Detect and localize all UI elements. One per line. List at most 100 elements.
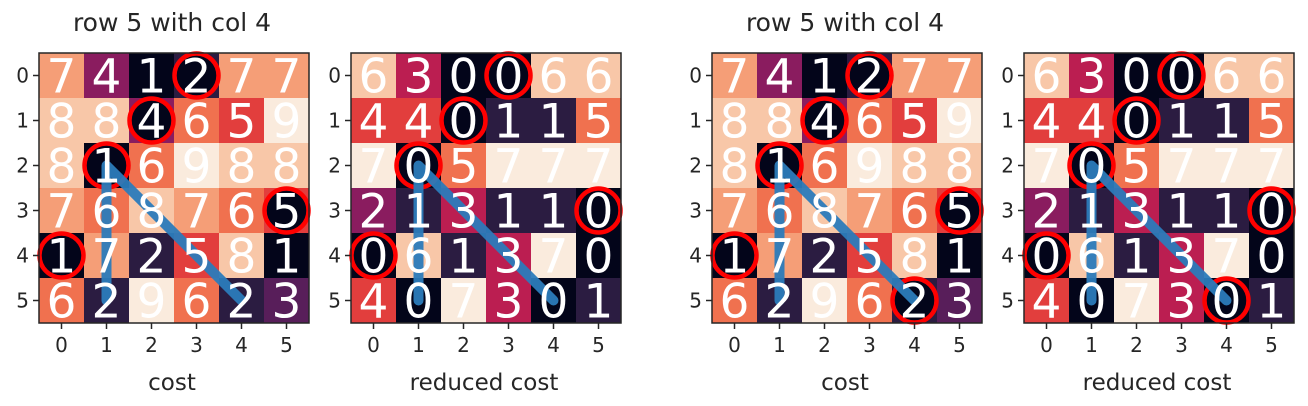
x-tick-label: 5 bbox=[1265, 333, 1278, 357]
assignment-path-line bbox=[413, 160, 559, 306]
y-tick-label: 5 bbox=[689, 289, 702, 313]
y-tick-label: 1 bbox=[16, 109, 29, 133]
cell-value-label: 1 bbox=[1122, 230, 1152, 285]
x-tick-label: 3 bbox=[1175, 333, 1188, 357]
heatmap-cell bbox=[1204, 98, 1249, 143]
heatmap-cell bbox=[937, 53, 982, 98]
heatmap-cell bbox=[1024, 53, 1069, 98]
cell-value-label: 9 bbox=[137, 275, 167, 330]
cell-value-label: 5 bbox=[182, 230, 212, 285]
heatmap-panel-3: 6 3 0 0 6 64 4 0 1 1 57 0 5 7 7 72 1 3 1 1 00 6 1 3 7 04 0 7 3 0 10123… bbox=[1001, 50, 1296, 357]
cell-value-label: 8 bbox=[227, 140, 257, 195]
heatmap-cell bbox=[712, 188, 757, 233]
y-tick-label: 5 bbox=[16, 289, 29, 313]
heatmap-cell bbox=[1114, 143, 1159, 188]
cell-value-label: 2 bbox=[1032, 185, 1062, 240]
x-tick-label: 5 bbox=[592, 333, 605, 357]
assignment-path-line bbox=[101, 160, 247, 306]
cell-value-label: 7 bbox=[539, 140, 569, 195]
heatmap-cell bbox=[1024, 278, 1069, 323]
selection-circle bbox=[439, 96, 488, 145]
x-tick-label: 0 bbox=[367, 333, 380, 357]
cell-value-label: 4 bbox=[765, 50, 795, 105]
cell-value-label: 7 bbox=[539, 230, 569, 285]
cell-value-label: 7 bbox=[47, 50, 77, 105]
heatmap-cell bbox=[892, 188, 937, 233]
cell-value-label: 7 bbox=[1032, 140, 1062, 195]
y-tick-label: 3 bbox=[689, 199, 702, 223]
axes-frame bbox=[350, 52, 622, 324]
heatmap-cell bbox=[712, 278, 757, 323]
cell-value-label: 8 bbox=[900, 230, 930, 285]
cell-value-label: 3 bbox=[494, 275, 524, 330]
heatmap-cell bbox=[847, 278, 892, 323]
heatmap-cell bbox=[486, 188, 531, 233]
cell-value-label: 1 bbox=[1212, 185, 1242, 240]
cell-value-label: 7 bbox=[47, 185, 77, 240]
heatmap-cell bbox=[531, 53, 576, 98]
cell-value-label: 7 bbox=[945, 50, 975, 105]
cell-value-label: 5 bbox=[1122, 140, 1152, 195]
heatmap-cell bbox=[486, 143, 531, 188]
cell-value-label: 0 bbox=[1077, 140, 1107, 195]
cell-value-label: 7 bbox=[449, 275, 479, 330]
heatmap-cell bbox=[351, 53, 396, 98]
y-tick-label: 1 bbox=[689, 109, 702, 133]
cell-value-label: 8 bbox=[227, 230, 257, 285]
cell-value-label: 0 bbox=[1077, 275, 1107, 330]
heatmap-cell bbox=[802, 53, 847, 98]
heatmap-panel-2: 7 4 1 2 7 78 8 4 6 5 98 1 6 9 8 87 6 8 7 6 51 7 2 5 8 16 2 9 6 2 30123… bbox=[689, 50, 984, 357]
assignment-path-line bbox=[774, 160, 920, 306]
cell-value-label: 7 bbox=[1212, 230, 1242, 285]
cell-value-label: 5 bbox=[449, 140, 479, 195]
cell-value-label: 4 bbox=[404, 95, 434, 150]
heatmap-cell bbox=[576, 233, 621, 278]
y-tick-label: 2 bbox=[16, 154, 29, 178]
cell-value-label: 4 bbox=[359, 95, 389, 150]
cell-value-label: 1 bbox=[449, 230, 479, 285]
cell-value-label: 3 bbox=[449, 185, 479, 240]
x-tick-label: 1 bbox=[773, 333, 786, 357]
heatmap-cell bbox=[39, 143, 84, 188]
cell-value-label: 3 bbox=[1167, 275, 1197, 330]
heatmap-cell bbox=[1024, 98, 1069, 143]
cell-value-label: 1 bbox=[765, 140, 795, 195]
heatmap-cell bbox=[351, 278, 396, 323]
heatmap-cell bbox=[39, 53, 84, 98]
heatmap-cell bbox=[712, 53, 757, 98]
cell-value-label: 8 bbox=[720, 140, 750, 195]
selection-circle bbox=[800, 96, 849, 145]
cell-value-label: 8 bbox=[137, 185, 167, 240]
selection-circle bbox=[1112, 96, 1161, 145]
y-tick-label: 0 bbox=[16, 64, 29, 88]
cell-value-label: 5 bbox=[900, 95, 930, 150]
axes-frame bbox=[711, 52, 983, 324]
cell-value-label: 3 bbox=[1167, 230, 1197, 285]
heatmap-cell bbox=[1204, 188, 1249, 233]
y-tick-label: 4 bbox=[328, 244, 341, 268]
cell-value-label: 0 bbox=[404, 140, 434, 195]
cell-value-label: 1 bbox=[1212, 95, 1242, 150]
cell-value-label: 1 bbox=[1077, 185, 1107, 240]
cell-value-label: 1 bbox=[810, 50, 840, 105]
cell-value-label: 6 bbox=[810, 140, 840, 195]
cell-value-label: 4 bbox=[137, 95, 167, 150]
heatmap-cell bbox=[1024, 143, 1069, 188]
cell-value-label: 2 bbox=[137, 230, 167, 285]
y-tick-label: 4 bbox=[689, 244, 702, 268]
cell-value-label: 7 bbox=[1212, 140, 1242, 195]
x-tick-label: 3 bbox=[863, 333, 876, 357]
cell-value-label: 0 bbox=[1257, 230, 1287, 285]
y-tick-label: 1 bbox=[1001, 109, 1014, 133]
heatmap-cell bbox=[937, 98, 982, 143]
y-tick-label: 4 bbox=[1001, 244, 1014, 268]
cell-value-label: 7 bbox=[1257, 140, 1287, 195]
selection-circle bbox=[127, 96, 176, 145]
heatmap-cell bbox=[264, 143, 309, 188]
heatmap-cell bbox=[1249, 278, 1294, 323]
panel-title-right: row 5 with col 4 bbox=[746, 8, 944, 37]
y-tick-label: 2 bbox=[328, 154, 341, 178]
heatmap-cell bbox=[396, 98, 441, 143]
x-tick-label: 1 bbox=[100, 333, 113, 357]
